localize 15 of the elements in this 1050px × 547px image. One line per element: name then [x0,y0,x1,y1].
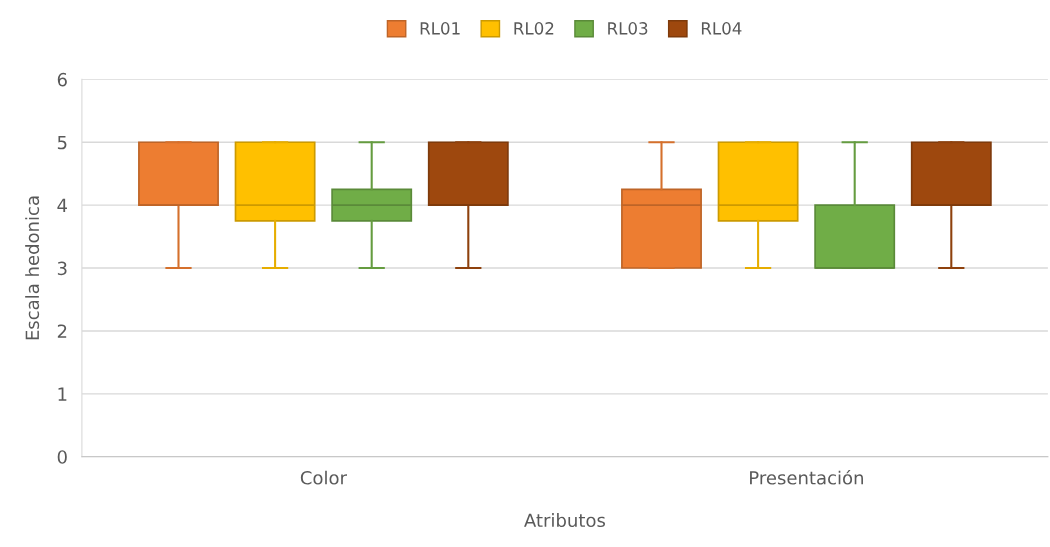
x-tick-label: Presentación [750,469,863,485]
y-tick-label: 1 [58,387,67,401]
legend-label: RL01 [420,22,460,35]
y-tick-label: 4 [57,198,67,212]
legend-label: RL04 [701,22,742,35]
y-tick-label: 0 [57,450,67,464]
legend-label: RL02 [514,22,554,35]
y-tick-label: 5 [57,135,67,150]
y-tick-label: 3 [57,261,67,276]
x-axis-title: Atributos [524,513,606,528]
y-tick-label: 6 [57,72,67,87]
x-tick-label: Color [300,470,347,485]
legend-label: RL03 [608,22,648,35]
y-axis-title: Escala hedonica [25,196,40,340]
y-tick-label: 2 [57,324,67,338]
